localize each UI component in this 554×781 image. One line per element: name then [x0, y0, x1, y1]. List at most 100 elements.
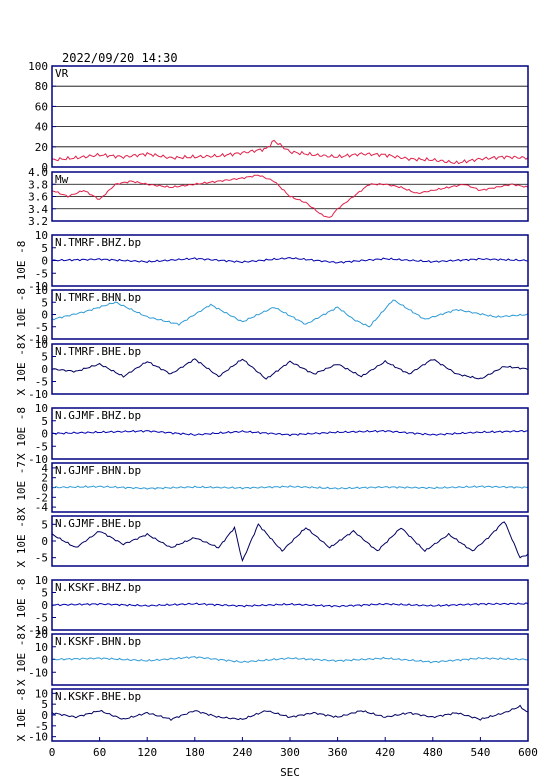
y-tick-label: -5 [35, 612, 48, 625]
y-tick-label: 0 [41, 599, 48, 612]
y-tick-label: -2 [35, 491, 48, 504]
y-axis-label: X 10E -8 [15, 343, 28, 396]
panel-label: N.KSKF.BHN.bp [55, 635, 141, 648]
x-axis: 0 60 120 180 240 300 360 420 480 540 600 SEC [49, 737, 538, 779]
series-line [51, 257, 529, 264]
y-tick-label: 0 [41, 535, 48, 548]
panel-label: N.GJMF.BHE.bp [55, 517, 141, 530]
y-tick-label: 10 [35, 229, 48, 242]
y-tick-label: 10 [35, 687, 48, 700]
x-tick-label: 480 [423, 746, 443, 759]
panel-label: N.GJMF.BHZ.bp [55, 409, 141, 422]
series-line [51, 521, 529, 563]
panel-label: N.TMRF.BHE.bp [55, 345, 141, 358]
panel-frame [51, 171, 529, 222]
y-tick-label: 10 [35, 641, 48, 654]
x-tick-label: 240 [232, 746, 252, 759]
y-tick-label: 0 [41, 482, 48, 495]
y-tick-label: 0 [41, 363, 48, 376]
x-tick-label: 180 [185, 746, 205, 759]
series-line [51, 174, 529, 218]
y-tick-label: -10 [28, 453, 48, 466]
y-tick-label: 3.2 [28, 215, 48, 228]
x-tick-label: 60 [93, 746, 106, 759]
panel-label: Mw [55, 173, 69, 186]
panels-group: 100806040200VR4.03.83.63.43.2Mw1050-5-10… [15, 60, 529, 744]
y-tick-label: 0 [41, 161, 48, 174]
y-tick-label: 4 [41, 462, 48, 475]
y-tick-label: 2 [41, 472, 48, 485]
panel-label: N.TMRF.BHZ.bp [55, 236, 141, 249]
panel-1: 100 80 60 40 20 0 VR [28, 60, 529, 174]
y-tick-label: 20 [35, 141, 48, 154]
x-axis-label: SEC [280, 766, 300, 779]
panel-frame [51, 407, 529, 460]
y-tick-label: -5 [35, 267, 48, 280]
x-tick-label: 540 [470, 746, 490, 759]
y-tick-label: 0 [41, 709, 48, 722]
y-tick-label: 40 [35, 121, 48, 134]
y-tick-label: -10 [28, 388, 48, 401]
y-tick-label: -10 [28, 333, 48, 346]
panel-label: N.KSKF.BHE.bp [55, 690, 141, 703]
y-tick-label: -4 [35, 501, 49, 514]
y-tick-label: 0 [41, 428, 48, 441]
panel-label: N.GJMF.BHN.bp [55, 464, 141, 477]
y-axis-label: X 10E -7 [15, 461, 28, 514]
y-tick-label: -5 [35, 321, 48, 334]
y-axis-label: X 10E -8 [15, 579, 28, 632]
panel-frame [51, 579, 529, 631]
y-tick-label: -10 [28, 731, 48, 744]
y-axis-label: X 10E -8 [15, 288, 28, 341]
y-tick-label: 100 [28, 60, 48, 73]
y-tick-label: -10 [28, 624, 48, 637]
panel-7: 420-2-4 N.GJMF.BHN.bp X 10E -7 [15, 461, 529, 514]
y-tick-label: 5 [41, 415, 48, 428]
x-tick-label: 300 [280, 746, 300, 759]
x-tick-label: 0 [49, 746, 56, 759]
series-line [52, 485, 529, 490]
y-tick-label: 4.0 [28, 166, 48, 179]
y-tick-label: 10 [35, 338, 48, 351]
x-tick-label: 420 [375, 746, 395, 759]
y-tick-label: 5 [41, 698, 48, 711]
y-tick-label: 10 [35, 402, 48, 415]
y-tick-label: 5 [41, 242, 48, 255]
series-line [51, 299, 529, 328]
panel-frame [51, 515, 529, 567]
series-line [51, 358, 529, 380]
x-tick-label: 360 [328, 746, 348, 759]
y-tick-label: -5 [35, 440, 48, 453]
panel-frame [51, 343, 529, 395]
panel-8: 5 0 -5 N.GJMF.BHE.bp X 10E -8 [15, 515, 529, 568]
y-axis-label: X 10E -8 [15, 515, 28, 568]
series-line [51, 139, 529, 165]
panel-frame [51, 462, 529, 513]
panel-frame [51, 289, 529, 340]
series-line [51, 656, 529, 664]
header-datetime: 2022/09/20 14:30 [62, 51, 178, 65]
series-line [51, 429, 529, 437]
y-tick-label: 5 [41, 587, 48, 600]
y-tick-label: -10 [28, 280, 48, 293]
y-tick-label: 20 [35, 628, 48, 641]
panel-frame [51, 633, 529, 686]
y-tick-label: 10 [35, 284, 48, 297]
series-line [51, 602, 529, 608]
y-tick-label: 5 [41, 296, 48, 309]
panel-label: N.TMRF.BHN.bp [55, 291, 141, 304]
y-axis-label: X 10E -8 [15, 689, 28, 742]
panel-frame [51, 234, 529, 287]
y-axis-label: X 10E -8 [15, 407, 28, 460]
y-tick-label: -5 [35, 552, 48, 565]
y-tick-label: 0 [41, 309, 48, 322]
series-line [51, 704, 529, 722]
y-tick-label: 3.8 [28, 178, 48, 191]
y-tick-label: 80 [35, 80, 48, 93]
panel-label: N.KSKF.BHZ.bp [55, 581, 141, 594]
